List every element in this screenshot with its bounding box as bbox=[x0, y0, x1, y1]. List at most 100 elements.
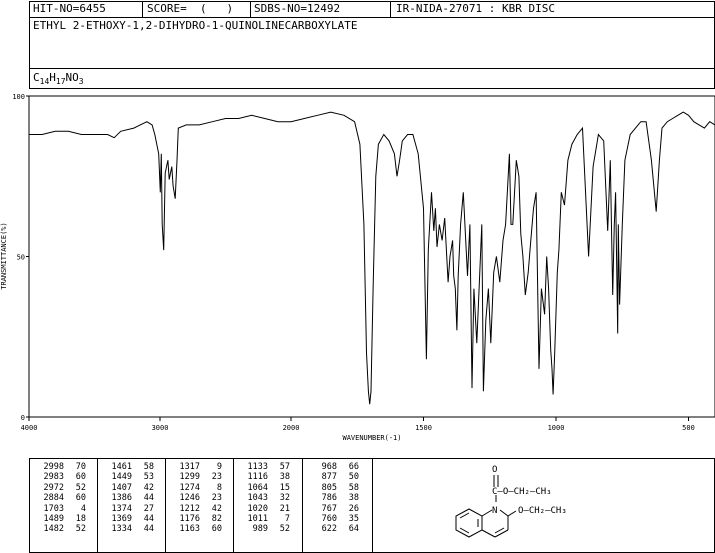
molecular-formula: C14H17NO3 bbox=[33, 71, 84, 89]
peak-wavenumber: 1212 bbox=[179, 503, 200, 514]
peak-row: 1482 52 bbox=[30, 524, 86, 534]
ring-bond-c4a bbox=[481, 529, 496, 538]
ring-double-bond bbox=[494, 527, 505, 534]
peak-transmittance: 44 bbox=[143, 493, 154, 504]
peak-row: 1703 4 bbox=[30, 504, 86, 514]
peak-col-sep-2 bbox=[165, 458, 166, 553]
peak-row: 1163 60 bbox=[166, 524, 222, 534]
peak-row: 2998 70 bbox=[30, 462, 86, 472]
peak-row: 1317 9 bbox=[166, 462, 222, 472]
formula-c: C bbox=[33, 71, 40, 84]
peak-row: 2972 52 bbox=[30, 483, 86, 493]
ir-spectrum-chart: 4000 3000 2000 1500 1000 500 0 50 100 WAVENUMBER… bbox=[0, 93, 715, 442]
peak-transmittance: 38 bbox=[348, 493, 359, 504]
peak-wavenumber: 1064 bbox=[247, 482, 268, 493]
y-axis-label: TRANSMITTANCE(%) bbox=[0, 222, 8, 289]
header-sep-2 bbox=[250, 1, 251, 18]
peak-row: 2983 60 bbox=[30, 472, 86, 482]
peak-wavenumber: 1043 bbox=[247, 493, 268, 504]
peak-transmittance: 8 bbox=[216, 482, 222, 493]
peak-transmittance: 18 bbox=[75, 514, 86, 525]
peak-row: 1274 8 bbox=[166, 483, 222, 493]
peak-transmittance: 32 bbox=[279, 493, 290, 504]
peak-transmittance: 70 bbox=[75, 462, 86, 472]
peak-wavenumber: 1449 bbox=[111, 472, 132, 483]
molecule-structure: O C—O—CH₂—CH₃ N O—CH₂—CH₃ bbox=[455, 465, 567, 538]
peak-column: 1317 9 1299 23 1274 8 1246 23 1212 42 1176 82 1163 60 bbox=[166, 462, 222, 535]
method: IR-NIDA-27071 : KBR DISC bbox=[396, 2, 555, 15]
header-sep-3 bbox=[390, 1, 391, 18]
peak-transmittance: 27 bbox=[143, 503, 154, 514]
x-tick-label: 4000 bbox=[21, 424, 38, 432]
peak-transmittance: 7 bbox=[284, 514, 290, 525]
peak-wavenumber: 805 bbox=[321, 482, 337, 493]
peak-transmittance: 60 bbox=[75, 472, 86, 483]
peak-wavenumber: 1317 bbox=[179, 462, 200, 472]
peak-wavenumber: 2972 bbox=[43, 482, 64, 493]
peak-wavenumber: 968 bbox=[321, 462, 337, 472]
peak-row: 1374 27 bbox=[98, 504, 154, 514]
peak-wavenumber: 1163 bbox=[179, 524, 200, 535]
ester-group: C—O—CH₂—CH₃ bbox=[492, 487, 552, 497]
peak-col-sep-1 bbox=[97, 458, 98, 553]
y-tick-label: 50 bbox=[17, 254, 25, 262]
peak-row: 760 35 bbox=[303, 514, 359, 524]
benzene-inner-bond-1 bbox=[459, 512, 470, 519]
peak-transmittance: 35 bbox=[348, 514, 359, 525]
y-tick-label: 0 bbox=[21, 414, 25, 422]
formula-o-count: 3 bbox=[78, 77, 84, 87]
peak-row: 1334 44 bbox=[98, 524, 154, 534]
spectrum-line bbox=[29, 111, 715, 405]
ring-bond-n bbox=[481, 509, 493, 517]
peak-transmittance: 52 bbox=[279, 524, 290, 535]
peak-row: 1043 32 bbox=[234, 493, 290, 503]
peak-wavenumber: 760 bbox=[321, 514, 337, 525]
peak-row: 786 38 bbox=[303, 493, 359, 503]
peak-row: 1133 57 bbox=[234, 462, 290, 472]
formula-h-count: 17 bbox=[55, 77, 66, 87]
peak-transmittance: 64 bbox=[348, 524, 359, 535]
peak-column: 1133 57 1116 38 1064 15 1043 32 1020 21 1011 7 989 52 bbox=[234, 462, 290, 535]
peak-transmittance: 60 bbox=[211, 524, 222, 535]
score: SCORE= ( ) bbox=[147, 2, 234, 15]
header-sep-1 bbox=[142, 1, 143, 18]
formula-no: NO bbox=[65, 71, 79, 84]
peak-wavenumber: 989 bbox=[252, 524, 268, 535]
peak-wavenumber: 1020 bbox=[247, 503, 268, 514]
peak-row: 1011 7 bbox=[234, 514, 290, 524]
peak-transmittance: 52 bbox=[75, 482, 86, 493]
peak-wavenumber: 1011 bbox=[247, 514, 268, 525]
peak-wavenumber: 1299 bbox=[179, 472, 200, 483]
peak-transmittance: 9 bbox=[216, 462, 222, 472]
peak-row: 805 58 bbox=[303, 483, 359, 493]
peak-row: 622 64 bbox=[303, 524, 359, 534]
peak-row: 1246 23 bbox=[166, 493, 222, 503]
peak-wavenumber: 1489 bbox=[43, 514, 64, 525]
formula-h: H bbox=[49, 71, 56, 84]
peak-row: 1299 23 bbox=[166, 472, 222, 482]
y-tick-label: 100 bbox=[12, 93, 25, 101]
peak-row: 877 50 bbox=[303, 472, 359, 482]
ring-bond-c4 bbox=[494, 529, 509, 538]
peak-wavenumber: 767 bbox=[321, 503, 337, 514]
c2-ethoxy-bond bbox=[507, 510, 517, 517]
peak-col-sep-4 bbox=[302, 458, 303, 553]
peak-row: 1369 44 bbox=[98, 514, 154, 524]
peak-row: 989 52 bbox=[234, 524, 290, 534]
peak-transmittance: 21 bbox=[279, 503, 290, 514]
peak-wavenumber: 1369 bbox=[111, 514, 132, 525]
peak-wavenumber: 1116 bbox=[247, 472, 268, 483]
peak-row: 968 66 bbox=[303, 462, 359, 472]
peak-wavenumber: 1461 bbox=[111, 462, 132, 472]
peak-row: 1386 44 bbox=[98, 493, 154, 503]
peak-column: 968 66 877 50 805 58 786 38 767 26 760 35 622 64 bbox=[303, 462, 359, 535]
peak-row: 1176 82 bbox=[166, 514, 222, 524]
peak-col-sep-3 bbox=[233, 458, 234, 553]
peak-transmittance: 60 bbox=[75, 493, 86, 504]
peak-row: 1116 38 bbox=[234, 472, 290, 482]
formula-c-count: 14 bbox=[39, 77, 50, 87]
x-tick-label: 500 bbox=[682, 424, 695, 432]
peak-transmittance: 26 bbox=[348, 503, 359, 514]
peak-row: 1407 42 bbox=[98, 483, 154, 493]
ring-bond-c2 bbox=[499, 509, 509, 517]
